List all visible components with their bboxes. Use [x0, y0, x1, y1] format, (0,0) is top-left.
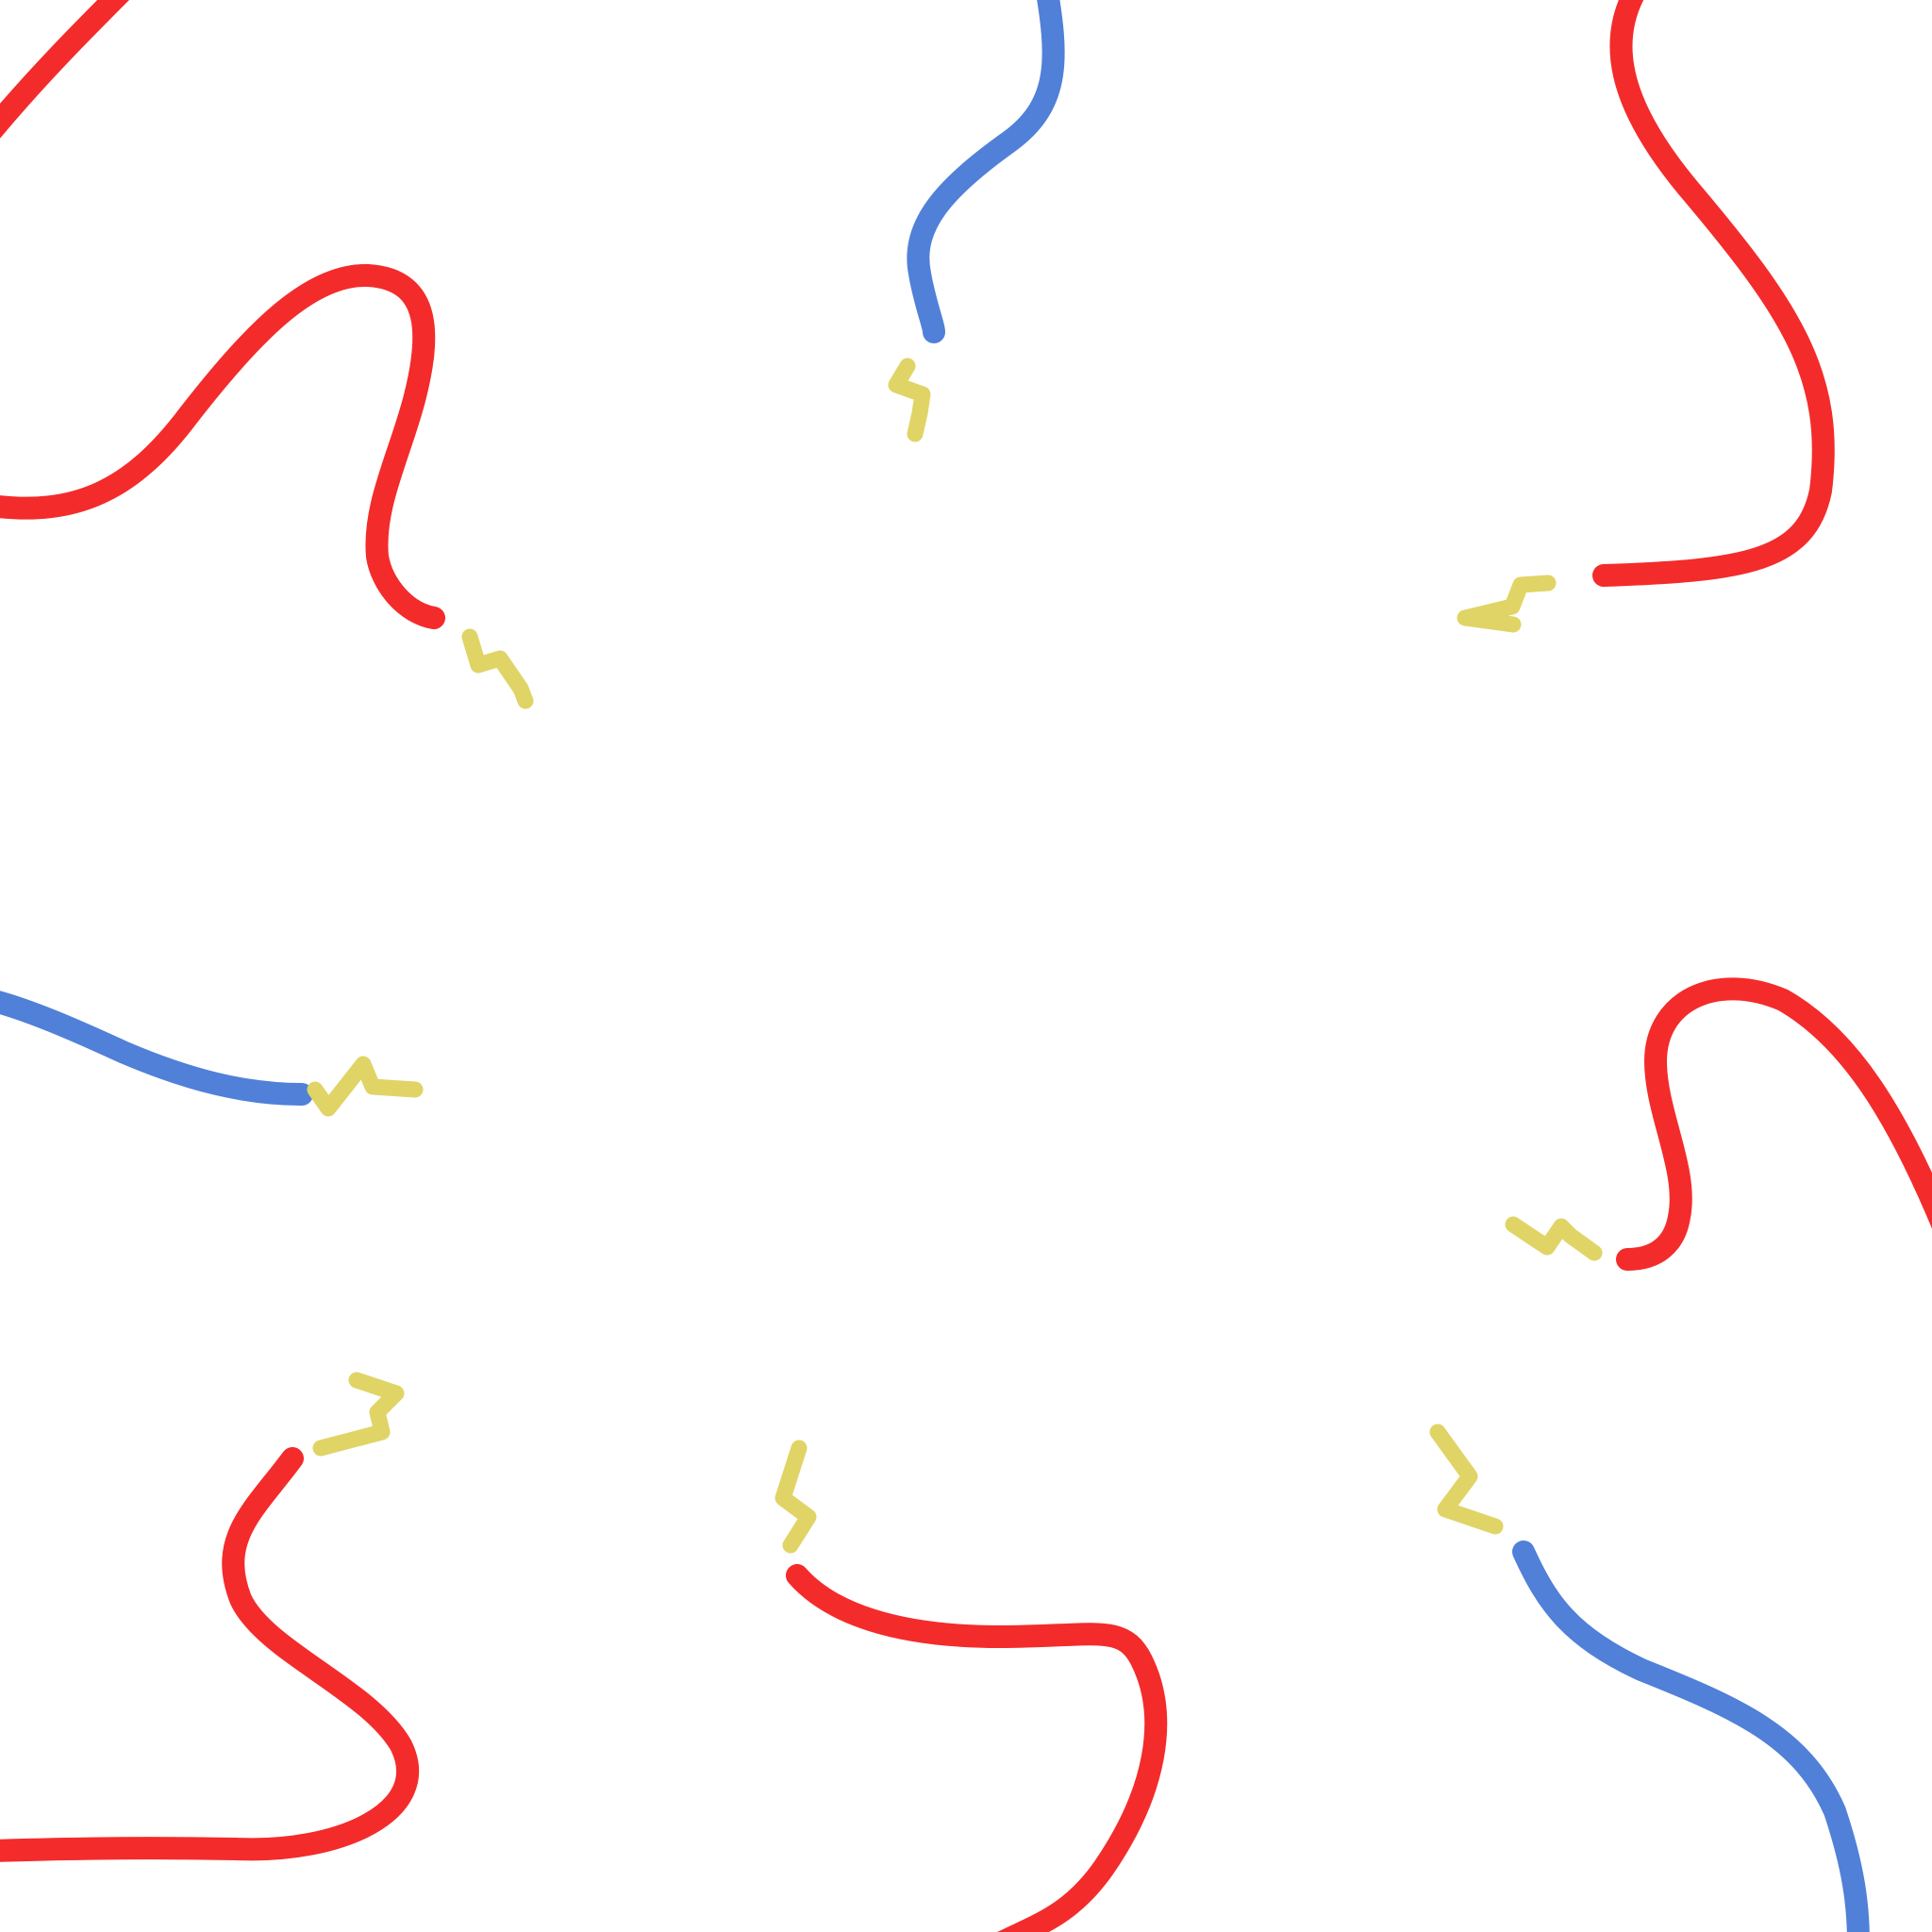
spark-top-center [888, 358, 931, 442]
spark-top-right [1457, 575, 1557, 633]
spark-bottom-center [774, 1440, 817, 1554]
wire-bottom-center [786, 1564, 1168, 1932]
spark-top-left [461, 628, 534, 709]
wire-top-right [1592, 0, 1835, 587]
wire-bottom-left [0, 1447, 419, 1862]
spark-bottom-left [312, 1372, 405, 1457]
wire-top-center [907, 0, 1065, 343]
wire-right-middle [1616, 977, 1932, 1271]
wire-left-middle [0, 991, 313, 1106]
wire-top-left-hook [0, 263, 445, 629]
spark-bottom-right [1429, 1424, 1504, 1535]
wire-top-left-corner [0, 0, 129, 139]
spark-left-middle [307, 1056, 424, 1117]
spark-right-middle [1505, 1216, 1603, 1261]
wire-bottom-right [1512, 1541, 1870, 1932]
